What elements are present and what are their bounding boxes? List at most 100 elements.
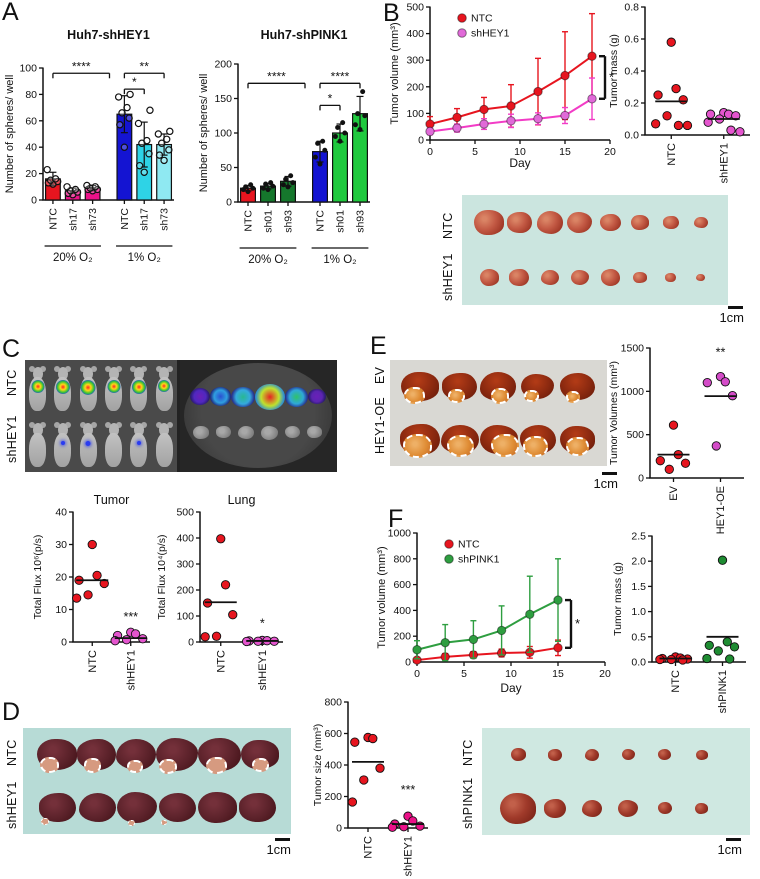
photo-c-lung-dish-image <box>180 360 337 472</box>
chart-shhey1-spheres: Huh7-shHEY1 Number of spheres/ well 0 20 40 6… <box>4 28 174 264</box>
svg-text:0.4: 0.4 <box>624 66 639 78</box>
photo-f-row-label-ntc: NTC <box>461 739 475 767</box>
photo-c-row-label-shhey1: shHEY1 <box>5 415 19 463</box>
svg-text:500: 500 <box>406 2 424 14</box>
svg-text:*: * <box>328 91 333 105</box>
chart-c-lung-flux: Lung Total Flux 10⁴(p/s) 0 100 200 300 400 500 N… <box>156 493 283 690</box>
svg-text:100: 100 <box>176 611 194 623</box>
photo-c-row-label-ntc: NTC <box>5 369 19 397</box>
svg-text:0.8: 0.8 <box>624 2 639 14</box>
svg-text:0: 0 <box>61 637 67 649</box>
panel-label-a: A <box>2 0 19 26</box>
svg-text:***: *** <box>401 783 416 797</box>
svg-text:40: 40 <box>25 142 37 154</box>
svg-text:NTC: NTC <box>87 650 99 673</box>
svg-text:500: 500 <box>626 429 644 441</box>
chart-f-tumor-mass: Tumor mass (g) 0.0 0.5 1.0 1.5 2.0 2.5 NTC shPIN… <box>612 531 746 713</box>
svg-text:20: 20 <box>25 168 37 180</box>
svg-text:*: * <box>260 617 265 631</box>
svg-text:0: 0 <box>188 637 194 649</box>
svg-text:*: * <box>609 69 614 84</box>
svg-text:400: 400 <box>393 605 411 617</box>
svg-text:10: 10 <box>514 146 526 158</box>
svg-text:1000: 1000 <box>621 386 645 398</box>
svg-text:sh01: sh01 <box>335 210 347 233</box>
svg-text:20: 20 <box>55 572 67 584</box>
svg-text:Huh7-shHEY1: Huh7-shHEY1 <box>67 28 150 42</box>
panel-label-e: E <box>370 332 387 360</box>
svg-text:NTC: NTC <box>243 210 255 232</box>
photo-d-row-label-ntc: NTC <box>5 739 19 767</box>
svg-text:Number of spheres/ well: Number of spheres/ well <box>198 74 210 193</box>
panel-label-d: D <box>2 698 21 726</box>
svg-text:NTC: NTC <box>215 650 227 673</box>
chart-e-tumor-volumes: Tumor Volumes (mm³) 0 500 1000 1500 EV HEY1-OE… <box>608 343 744 534</box>
svg-text:Lung: Lung <box>228 493 256 507</box>
svg-text:1000: 1000 <box>388 528 412 540</box>
scale-bar-b: 1cm <box>710 306 744 324</box>
svg-text:*: * <box>575 616 580 631</box>
svg-text:0: 0 <box>31 195 37 207</box>
svg-text:1% O₂: 1% O₂ <box>128 252 161 264</box>
panel-label-f: F <box>388 505 404 533</box>
svg-text:****: **** <box>72 59 91 73</box>
photo-b-row-label-shhey1: shHEY1 <box>441 253 455 301</box>
svg-text:shHEY1: shHEY1 <box>471 28 510 40</box>
svg-text:EV: EV <box>668 485 680 500</box>
chart-shpink1-spheres: Huh7-shPINK1 Number of spheres/ well 0 50 10… <box>198 28 370 266</box>
svg-text:NTC: NTC <box>119 208 131 230</box>
svg-text:NTC: NTC <box>670 670 682 693</box>
svg-text:20: 20 <box>599 668 611 680</box>
svg-text:NTC: NTC <box>458 539 480 551</box>
svg-text:NTC: NTC <box>666 143 678 166</box>
svg-text:30: 30 <box>55 539 67 551</box>
svg-text:150: 150 <box>214 93 232 105</box>
photo-c-mice-image <box>25 360 177 472</box>
svg-text:0.0: 0.0 <box>624 130 639 142</box>
svg-text:40: 40 <box>55 507 67 519</box>
svg-text:Tumor Volumes (mm³): Tumor Volumes (mm³) <box>608 361 620 465</box>
photo-d-liver-tumors <box>23 728 291 834</box>
svg-text:Tumor: Tumor <box>94 493 130 507</box>
svg-text:Tumor volume (mm³): Tumor volume (mm³) <box>389 22 401 124</box>
svg-text:2.0: 2.0 <box>631 556 646 568</box>
svg-text:0: 0 <box>427 146 433 158</box>
svg-text:400: 400 <box>324 760 342 772</box>
svg-text:500: 500 <box>176 507 194 519</box>
svg-text:shHEY1: shHEY1 <box>125 650 137 690</box>
svg-text:2.5: 2.5 <box>631 531 646 543</box>
svg-text:5: 5 <box>472 146 478 158</box>
chart-b-tumor-mass: Tumor mass (g) 0.0 0.2 0.4 0.6 0.8 NTC shHEY1 <box>608 2 750 183</box>
svg-text:20: 20 <box>604 146 616 158</box>
svg-text:shHEY1: shHEY1 <box>718 143 730 183</box>
svg-text:sh01: sh01 <box>263 210 275 233</box>
svg-text:0: 0 <box>226 197 232 209</box>
svg-text:0: 0 <box>405 657 411 669</box>
svg-text:*: * <box>132 75 137 89</box>
svg-text:400: 400 <box>406 28 424 40</box>
svg-text:200: 200 <box>214 59 232 71</box>
svg-text:20% O₂: 20% O₂ <box>248 254 288 266</box>
svg-text:NTC: NTC <box>47 208 59 230</box>
svg-text:NTC: NTC <box>363 836 375 859</box>
chart-c-tumor-flux: Tumor Total Flux 10⁶(p/s) 0 10 20 30 40 NTC shHE… <box>32 493 150 690</box>
svg-text:NTC: NTC <box>471 13 493 25</box>
svg-text:200: 200 <box>393 631 411 643</box>
svg-text:0: 0 <box>638 473 644 485</box>
svg-text:Huh7-shPINK1: Huh7-shPINK1 <box>261 28 348 42</box>
chart-b-tumor-volume: Tumor volume (mm³) 0 100 200 300 400 500 0 5 10 15… <box>389 2 616 171</box>
svg-text:100: 100 <box>406 108 424 120</box>
photo-b-subcutaneous-tumors <box>462 195 728 305</box>
svg-text:sh93: sh93 <box>355 210 367 233</box>
svg-text:0: 0 <box>336 823 342 835</box>
svg-text:1.0: 1.0 <box>631 606 646 618</box>
svg-text:0.0: 0.0 <box>631 657 646 669</box>
svg-text:0: 0 <box>418 135 424 147</box>
svg-text:400: 400 <box>176 533 194 545</box>
svg-text:sh73: sh73 <box>87 208 99 231</box>
svg-text:10: 10 <box>55 604 67 616</box>
svg-text:200: 200 <box>176 585 194 597</box>
svg-text:Tumor volume (mm³): Tumor volume (mm³) <box>376 546 388 648</box>
svg-text:shPINK1: shPINK1 <box>458 554 500 566</box>
